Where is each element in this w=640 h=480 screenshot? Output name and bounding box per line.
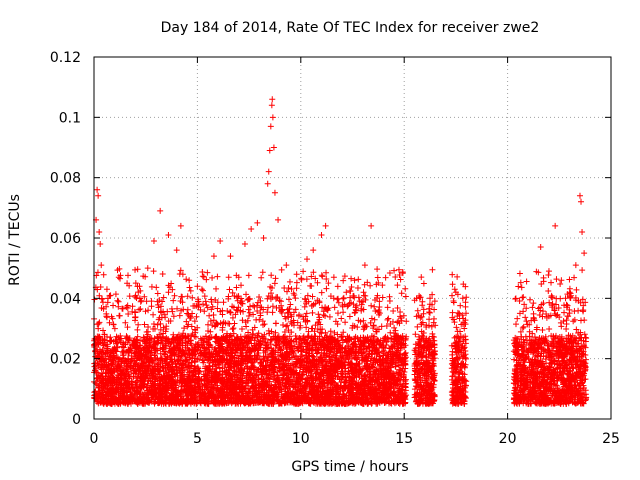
data-point [296,311,303,318]
data-point [134,333,141,340]
data-point [100,327,107,334]
data-point [340,309,347,316]
data-point [348,284,355,291]
data-point [303,310,310,317]
data-point [245,306,252,313]
data-point [402,293,409,300]
data-point [142,273,149,280]
data-point [370,325,377,332]
data-point [277,298,284,305]
data-point [334,310,341,317]
data-points [91,96,590,407]
data-point [368,315,375,322]
data-point [318,289,325,296]
data-point [142,308,149,315]
data-point [220,319,227,326]
data-point [322,329,329,336]
data-point [134,326,141,333]
data-point [232,311,239,318]
data-point [392,273,399,280]
data-point [394,305,401,312]
data-point [316,314,323,321]
data-point [207,318,214,325]
data-point [370,322,377,329]
data-point [386,293,393,300]
data-point [119,305,126,312]
data-point [161,311,168,318]
data-point [325,280,332,287]
data-point [126,293,133,300]
data-point [283,323,290,330]
data-point [254,307,261,314]
data-point [394,319,401,326]
data-point [371,316,378,323]
data-point [132,280,139,287]
data-point [374,274,381,281]
data-point [186,284,193,291]
data-point [394,282,401,289]
data-point [245,272,252,279]
data-point [402,285,409,292]
data-point [209,274,216,281]
data-point [157,320,164,327]
data-point [187,287,194,294]
data-point [355,276,362,283]
data-point [382,274,389,281]
data-point [137,298,144,305]
data-point [384,316,391,323]
data-point [214,305,221,312]
data-point [189,294,196,301]
data-point [354,285,361,292]
data-point [331,304,338,311]
data-point [159,270,166,277]
data-point [340,329,347,336]
data-point [391,267,398,274]
data-point [271,280,278,287]
data-point [174,305,181,312]
data-point [334,283,341,290]
data-point [286,278,293,285]
data-point [180,330,187,337]
data-point [368,302,375,309]
data-point [106,319,113,326]
data-point [402,387,409,394]
data-point [183,276,190,283]
data-point [128,352,135,359]
data-point [229,326,236,333]
data-point [342,319,349,326]
data-point [314,279,321,286]
data-point [185,321,192,328]
data-point [367,282,374,289]
data-point [383,338,390,345]
data-point [153,284,160,291]
data-point [170,313,177,320]
data-point [322,312,329,319]
data-point [300,268,307,275]
grid-lines [94,57,611,419]
data-point [276,297,283,304]
data-point [273,342,280,349]
data-point [327,328,334,335]
data-point [312,275,319,282]
data-point [259,269,266,276]
data-point [188,323,195,330]
data-point [396,271,403,278]
data-point [226,320,233,327]
data-point [229,314,236,321]
data-point [145,307,152,314]
data-point [340,277,347,284]
data-point [386,270,393,277]
data-point [170,297,177,304]
data-point [154,321,161,328]
data-point [103,314,110,321]
data-point [335,299,342,306]
